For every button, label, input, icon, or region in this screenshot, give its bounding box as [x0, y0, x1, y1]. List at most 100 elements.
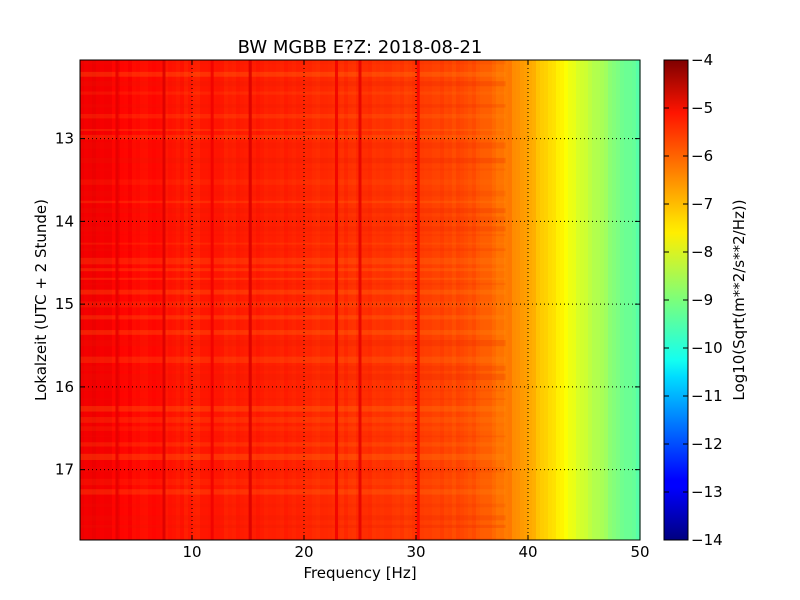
heatmap-column [460, 60, 465, 540]
heatmap-column [592, 60, 597, 540]
heatmap-column [80, 60, 85, 540]
heatmap-column [508, 60, 513, 540]
heatmap-time-band [80, 157, 506, 164]
heatmap-column [424, 60, 429, 540]
heatmap-column [244, 60, 249, 540]
heatmap-column [196, 60, 201, 540]
chart-title: BW MGBB E?Z: 2018-08-21 [238, 37, 483, 58]
heatmap-column [328, 60, 333, 540]
heatmap-time-band [80, 91, 506, 95]
heatmap-time-band [80, 426, 506, 431]
heatmap-column [428, 60, 433, 540]
heatmap-column [524, 60, 529, 540]
heatmap-column [88, 60, 93, 540]
heatmap-column [376, 60, 381, 540]
y-tick-label: 17 [55, 461, 74, 479]
heatmap-time-band [80, 216, 506, 224]
x-axis-ticks: 10 20 30 40 50 [182, 60, 650, 561]
grid-lines [80, 60, 640, 540]
heatmap-column [616, 60, 621, 540]
heatmap-time-band [80, 515, 506, 521]
heatmap-column [372, 60, 377, 540]
heatmap-column [456, 60, 461, 540]
heatmap-time-band [80, 503, 506, 508]
heatmap-time-band [80, 268, 506, 272]
heatmap-column [228, 60, 233, 540]
heatmap-time-band [80, 179, 506, 185]
heatmap-time-band [80, 60, 506, 65]
heatmap-column [348, 60, 353, 540]
heatmap-column [84, 60, 89, 540]
heatmap-column [168, 60, 173, 540]
heatmap-time-band [80, 398, 506, 401]
heatmap-column [612, 60, 617, 540]
heatmap-column [388, 60, 393, 540]
heatmap-time-band [80, 114, 506, 119]
heatmap-column [320, 60, 325, 540]
heatmap-column [568, 60, 573, 540]
heatmap-column [108, 60, 113, 540]
heatmap-column [332, 60, 337, 540]
heatmap-column [236, 60, 241, 540]
heatmap-column [124, 60, 129, 540]
colorbar-tick-label: −5 [691, 99, 713, 117]
heatmap-column [560, 60, 565, 540]
heatmap-column [176, 60, 181, 540]
heatmap-column [472, 60, 477, 540]
spectral-line [334, 60, 338, 540]
heatmap-column [412, 60, 417, 540]
heatmap-time-band [80, 257, 506, 265]
heatmap-time-band [80, 478, 506, 486]
heatmap-time-band [80, 538, 506, 541]
heatmap-column [224, 60, 229, 540]
x-tick-label: 10 [182, 543, 201, 561]
colorbar-tick-label: −9 [691, 291, 713, 309]
heatmap-time-band [80, 248, 506, 252]
y-axis-label: Lokalzeit (UTC + 2 Stunde) [32, 199, 50, 401]
heatmap-column [104, 60, 109, 540]
heatmap-time-band [80, 71, 506, 77]
heatmap-column [360, 60, 365, 540]
heatmap-column [548, 60, 553, 540]
heatmap-column [180, 60, 185, 540]
heatmap-time-band [80, 200, 506, 204]
heatmap-column [256, 60, 261, 540]
heatmap-column [444, 60, 449, 540]
heatmap-column [400, 60, 405, 540]
heatmap-column [500, 60, 505, 540]
colorbar-tick-label: −10 [691, 339, 723, 357]
heatmap-column [628, 60, 633, 540]
heatmap-column [580, 60, 585, 540]
heatmap-column [620, 60, 625, 540]
y-tick-label: 16 [55, 378, 74, 396]
spectrogram-heatmap [80, 60, 641, 541]
heatmap-column [448, 60, 453, 540]
heatmap-column [100, 60, 105, 540]
heatmap-time-band [80, 435, 506, 438]
heatmap-time-band [80, 289, 506, 295]
heatmap-column [536, 60, 541, 540]
heatmap-column [368, 60, 373, 540]
heatmap-column [604, 60, 609, 540]
spectral-line [210, 60, 214, 540]
heatmap-column [564, 60, 569, 540]
colorbar-tick-label: −13 [691, 483, 723, 501]
heatmap-column [252, 60, 257, 540]
heatmap-column [164, 60, 169, 540]
heatmap-time-band [80, 315, 506, 320]
heatmap-column [552, 60, 557, 540]
heatmap-column [220, 60, 225, 540]
heatmap-time-band [80, 104, 506, 108]
heatmap-column [432, 60, 437, 540]
heatmap-column [172, 60, 177, 540]
heatmap-column [492, 60, 497, 540]
heatmap-time-band [80, 524, 506, 528]
spectral-line [115, 60, 119, 540]
heatmap-time-band [80, 489, 506, 495]
heatmap-column [496, 60, 501, 540]
heatmap-column [136, 60, 141, 540]
heatmap-column [384, 60, 389, 540]
heatmap-column [292, 60, 297, 540]
heatmap-column [516, 60, 521, 540]
